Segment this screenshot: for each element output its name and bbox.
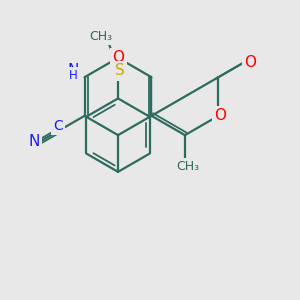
Text: CH₃: CH₃ xyxy=(89,30,112,43)
Text: O: O xyxy=(214,108,226,123)
Text: H: H xyxy=(69,69,77,82)
Text: N: N xyxy=(29,134,40,149)
Text: S: S xyxy=(115,63,124,78)
Text: H: H xyxy=(69,59,77,73)
Text: C: C xyxy=(53,119,63,133)
Text: CH₃: CH₃ xyxy=(176,160,200,173)
Text: O: O xyxy=(244,55,256,70)
Text: N: N xyxy=(67,63,79,78)
Text: O: O xyxy=(112,50,124,65)
